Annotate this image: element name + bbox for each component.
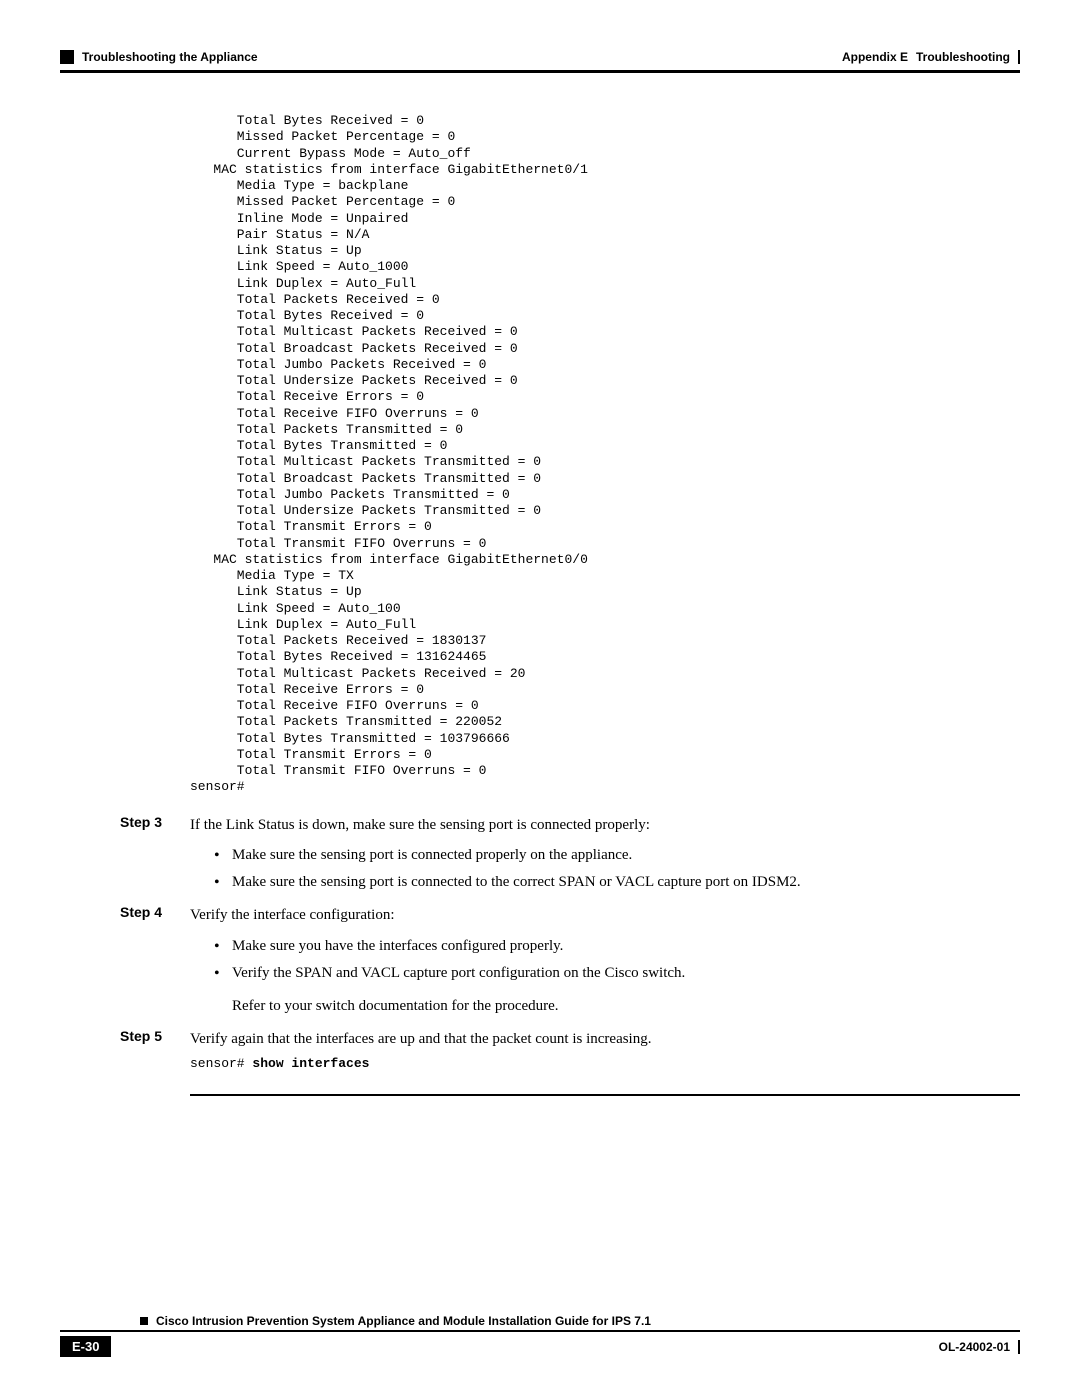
footer-title-row: Cisco Intrusion Prevention System Applia… [140, 1314, 1020, 1328]
step-5-text: Verify again that the interfaces are up … [190, 1028, 651, 1051]
section-end-rule [190, 1094, 1020, 1096]
main-content: Total Bytes Received = 0 Missed Packet P… [190, 113, 1020, 1096]
step-5: Step 5 Verify again that the interfaces … [190, 1028, 1020, 1051]
header-left: Troubleshooting the Appliance [60, 50, 258, 64]
page-header: Troubleshooting the Appliance Appendix E… [60, 50, 1020, 64]
square-bullet-icon [140, 1317, 148, 1325]
header-left-text: Troubleshooting the Appliance [82, 50, 258, 64]
vline-icon [1018, 50, 1020, 64]
step-3: Step 3 If the Link Status is down, make … [190, 814, 1020, 837]
header-appendix: Appendix E [842, 50, 908, 64]
cli-command: show interfaces [252, 1056, 369, 1071]
step-5-label: Step 5 [120, 1028, 190, 1044]
doc-number: OL-24002-01 [939, 1340, 1010, 1354]
vline-icon [1018, 1340, 1020, 1354]
step-3-label: Step 3 [120, 814, 190, 830]
list-item: Verify the SPAN and VACL capture port co… [214, 960, 1020, 987]
footer-right: OL-24002-01 [939, 1340, 1020, 1354]
header-title: Troubleshooting [916, 50, 1010, 64]
cli-prompt: sensor# [190, 1056, 252, 1071]
step-4-text: Verify the interface configuration: [190, 904, 395, 927]
step-3-bullets: Make sure the sensing port is connected … [214, 842, 1020, 896]
header-right: Appendix E Troubleshooting [842, 50, 1020, 64]
list-item: Make sure the sensing port is connected … [214, 869, 1020, 896]
footer-bottom: E-30 OL-24002-01 [60, 1336, 1020, 1357]
code-output: Total Bytes Received = 0 Missed Packet P… [190, 113, 1020, 796]
footer-rule [60, 1330, 1020, 1332]
header-rule [60, 70, 1020, 73]
step-4-refer: Refer to your switch documentation for t… [232, 993, 1020, 1020]
step-4-label: Step 4 [120, 904, 190, 920]
list-item: Make sure you have the interfaces config… [214, 933, 1020, 960]
page-footer: Cisco Intrusion Prevention System Applia… [60, 1314, 1020, 1357]
footer-title: Cisco Intrusion Prevention System Applia… [156, 1314, 651, 1328]
step-5-command: sensor# show interfaces [190, 1054, 1020, 1072]
square-bullet-icon [60, 50, 74, 64]
page-number: E-30 [60, 1336, 111, 1357]
step-3-text: If the Link Status is down, make sure th… [190, 814, 650, 837]
step-4: Step 4 Verify the interface configuratio… [190, 904, 1020, 927]
list-item: Make sure the sensing port is connected … [214, 842, 1020, 869]
step-4-bullets: Make sure you have the interfaces config… [214, 933, 1020, 987]
